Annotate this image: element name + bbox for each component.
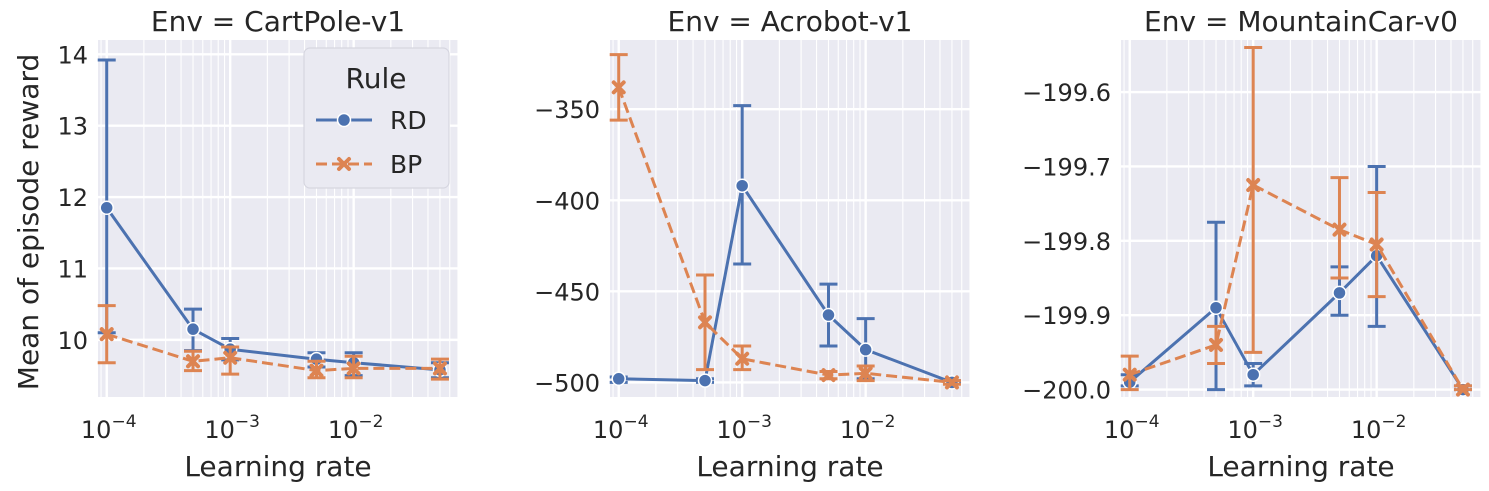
- data-point: [1209, 337, 1224, 352]
- data-point: [99, 200, 114, 216]
- panel-1: 10 11 12 13 14 10−4 10−3 10−2 Learning rate Env =…: [57, 5, 459, 483]
- plot-background: [610, 40, 970, 397]
- panel-title: Env = Acrobot-v1: [668, 5, 913, 38]
- data-point: [697, 373, 713, 388]
- error-bar: [221, 345, 240, 376]
- panel-2: −350 −400 −450 −500 10−4 10−3 10−2 Learning rat…: [534, 5, 971, 483]
- legend: Rule RD BP: [303, 47, 450, 189]
- data-point: [1332, 285, 1347, 301]
- data-point: [309, 363, 324, 378]
- panels: 10 11 12 13 14 10−4 10−3 10−2 Learning rate Env =…: [57, 5, 1482, 483]
- series-bp: [97, 304, 449, 381]
- y-tick-labels: 10 11 12 13 14: [57, 41, 88, 355]
- y-tick-label: 11: [57, 255, 88, 283]
- y-tick-label: −450: [534, 278, 600, 306]
- data-point: [346, 361, 361, 376]
- series-bp: [609, 53, 961, 390]
- y-tick-label: 10: [57, 327, 88, 355]
- data-point: [735, 351, 750, 366]
- panel-title: Env = MountainCar-v0: [1144, 5, 1458, 38]
- x-tick-label: 10−4: [593, 412, 649, 444]
- gridlines: [610, 40, 971, 397]
- series-line: [106, 332, 440, 373]
- data-point: [99, 327, 114, 342]
- series-line: [105, 206, 441, 372]
- y-tick-label: 13: [57, 113, 88, 141]
- legend-title: Rule: [346, 62, 407, 95]
- x-tick-label: 10−2: [328, 412, 384, 444]
- y-tick-label: 12: [57, 184, 88, 212]
- y-tick-label: −199.6: [1022, 79, 1111, 107]
- series-line: [617, 86, 953, 384]
- error-bar: [1244, 45, 1263, 354]
- y-tick-labels: −199.6 −199.7 −199.8 −199.9 −200.0: [1022, 79, 1111, 405]
- x-tick-labels: 10−4 10−3 10−2: [1104, 412, 1407, 444]
- gridlines: [1121, 40, 1482, 397]
- y-tick-label: −199.7: [1022, 153, 1111, 181]
- legend-marker: [336, 112, 352, 128]
- y-tick-label: −500: [534, 369, 600, 397]
- x-tick-label: 10−3: [716, 412, 772, 444]
- series-line: [1129, 183, 1465, 391]
- y-tick-label: −350: [534, 96, 600, 124]
- y-tick-labels: −350 −400 −450 −500: [534, 96, 600, 397]
- data-point: [611, 371, 626, 387]
- series-bp: [1120, 45, 1472, 397]
- data-point: [944, 375, 959, 390]
- x-axis-label: Learning rate: [1207, 450, 1394, 483]
- data-point: [1122, 367, 1137, 382]
- legend-marker: [337, 157, 351, 171]
- y-tick-label: −199.9: [1022, 302, 1111, 330]
- data-point: [858, 366, 873, 381]
- x-tick-label: 10−3: [1227, 412, 1283, 444]
- data-point: [821, 368, 836, 383]
- data-point: [858, 342, 873, 357]
- data-point: [734, 178, 750, 193]
- legend-label: RD: [390, 106, 427, 135]
- panel-title: Env = CartPole-v1: [151, 5, 405, 38]
- data-point: [821, 307, 836, 323]
- data-point: [611, 80, 626, 95]
- data-point: [1245, 367, 1261, 382]
- x-tick-labels: 10−4 10−3 10−2: [593, 412, 896, 444]
- x-axis-label: Learning rate: [184, 450, 371, 483]
- y-tick-label: 14: [57, 41, 88, 69]
- y-axis-label: Mean of episode reward: [12, 54, 45, 390]
- legend-box: [303, 47, 450, 189]
- x-tick-labels: 10−4 10−3 10−2: [81, 412, 384, 444]
- data-point: [1208, 300, 1224, 315]
- x-axis-label: Learning rate: [696, 450, 883, 483]
- data-point: [223, 350, 238, 365]
- data-point: [432, 361, 447, 376]
- x-tick-label: 10−3: [204, 412, 260, 444]
- panel-3: −199.6−199.7−199.8−199.9−200.010−4 10−3 10…: [1022, 5, 1482, 483]
- series-line: [618, 184, 953, 384]
- data-point: [185, 321, 201, 337]
- series-line: [1128, 254, 1465, 391]
- x-tick-label: 10−4: [1104, 412, 1160, 444]
- y-tick-label: −199.8: [1022, 228, 1111, 256]
- x-tick-label: 10−2: [1351, 412, 1407, 444]
- y-tick-label: −200.0: [1022, 377, 1111, 405]
- data-point: [1332, 222, 1347, 237]
- data-point: [1455, 382, 1470, 397]
- y-tick-label: −400: [534, 187, 600, 215]
- legend-item-bp: BP: [316, 150, 422, 179]
- data-point: [698, 315, 713, 330]
- x-tick-label: 10−2: [840, 412, 896, 444]
- data-point: [1369, 237, 1384, 252]
- legend-item-rd: RD: [316, 106, 427, 135]
- data-point: [1246, 178, 1261, 193]
- legend-label: BP: [390, 150, 422, 179]
- data-point: [186, 354, 201, 369]
- x-tick-label: 10−4: [81, 412, 137, 444]
